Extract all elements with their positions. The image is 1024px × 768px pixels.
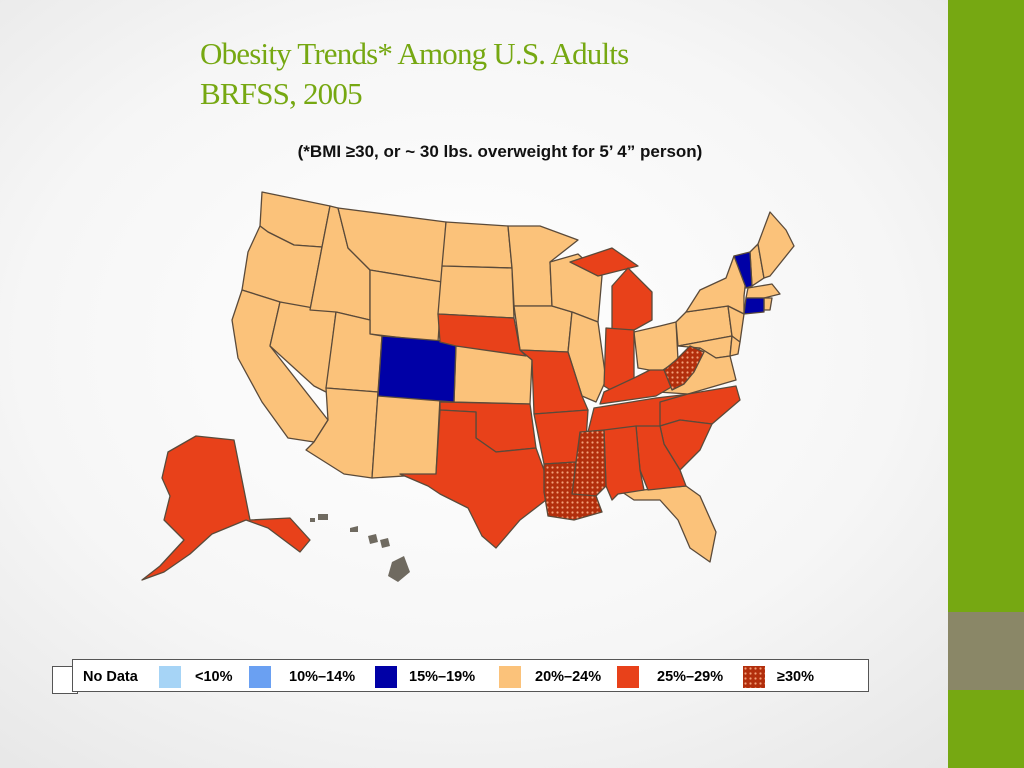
- legend-label-30-plus: ≥30%: [777, 669, 814, 685]
- legend-label-20-24: 20%–24%: [535, 669, 602, 685]
- state-wy: [369, 269, 443, 343]
- state-ia: [513, 305, 573, 353]
- state-nm: [371, 391, 441, 479]
- state-vt: [733, 251, 753, 289]
- state-nd: [441, 221, 513, 269]
- legend-25-29: 25%–29%: [617, 666, 723, 688]
- side-band-green-top: [948, 0, 1024, 612]
- title-line-2: BRFSS, 2005: [200, 76, 363, 111]
- state-la: [543, 461, 603, 521]
- state-ri: [763, 297, 773, 311]
- title-line-1: Obesity Trends* Among U.S. Adults: [200, 36, 629, 71]
- state-sd: [437, 265, 515, 319]
- legend-label-25-29: 25%–29%: [657, 669, 724, 685]
- legend-swatch-10-14: [249, 666, 271, 688]
- state-me: [757, 211, 795, 279]
- state-ak: [141, 435, 311, 581]
- legend-20-24: 20%–24%: [499, 666, 601, 688]
- legend-swatch-20-24: [499, 666, 521, 688]
- legend-label-15-19: 15%–19%: [409, 669, 476, 685]
- state-ct: [743, 297, 765, 315]
- legend-swatch-lt10: [159, 666, 181, 688]
- legend-15-19: 15%–19%: [375, 666, 475, 688]
- side-band-green-bottom: [948, 690, 1024, 768]
- decorative-side-band: [948, 0, 1024, 768]
- state-hi: [310, 514, 410, 582]
- map-legend: No Data <10% 10%–14% 15%–19% 20%–24% 25%…: [72, 659, 869, 692]
- bmi-note: (*BMI ≥30, or ~ 30 lbs. overweight for 5…: [297, 142, 703, 161]
- side-band-gray: [948, 612, 1024, 690]
- legend-swatch-30-plus: [743, 666, 765, 688]
- state-ne: [437, 313, 527, 357]
- state-wv: [663, 345, 705, 391]
- slide-title: Obesity Trends* Among U.S. Adults BRFSS,…: [200, 34, 629, 114]
- us-obesity-map: [141, 191, 795, 582]
- state-tx: [399, 409, 547, 549]
- state-de: [729, 335, 741, 357]
- legend-label-no-data: No Data: [83, 669, 138, 685]
- legend-swatch-15-19: [375, 666, 397, 688]
- legend-lt10: <10%: [159, 666, 233, 688]
- state-fl: [621, 485, 717, 563]
- legend-10-14: 10%–14%: [249, 666, 355, 688]
- legend-label-10-14: 10%–14%: [289, 669, 356, 685]
- state-al: [603, 425, 645, 501]
- state-ma: [745, 283, 781, 299]
- legend-swatch-25-29: [617, 666, 639, 688]
- legend-label-lt10: <10%: [195, 669, 233, 685]
- legend-no-data: No Data: [83, 666, 138, 688]
- state-ga: [635, 425, 687, 491]
- legend-30-plus: ≥30%: [743, 666, 814, 688]
- state-co: [377, 335, 457, 403]
